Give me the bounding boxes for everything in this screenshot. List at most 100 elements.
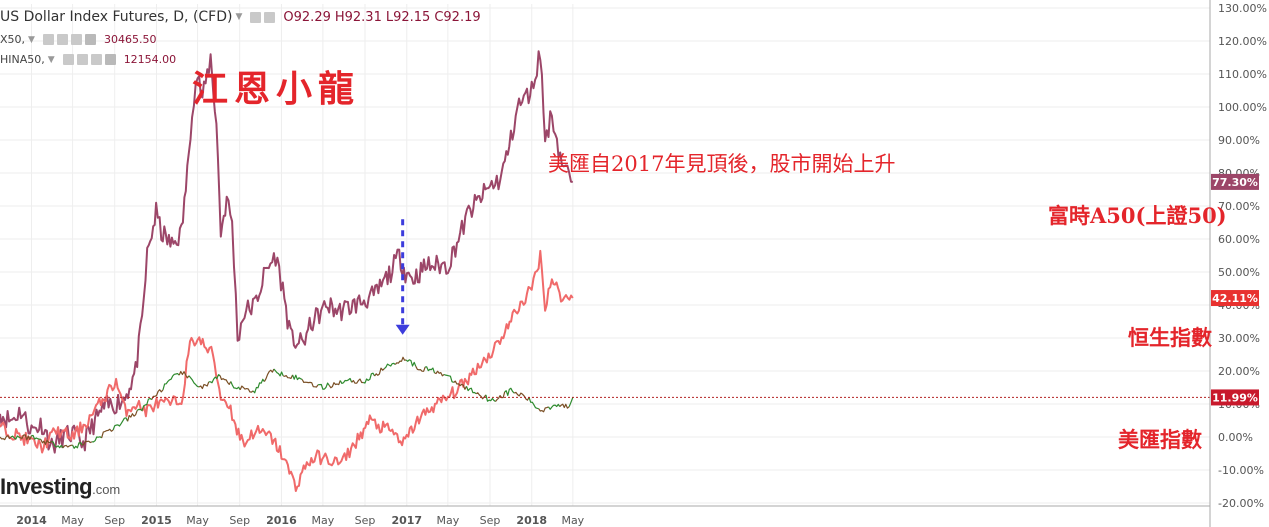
series-line-usd <box>10 435 21 440</box>
annotation-a50: 富時A50(上證50) <box>1048 203 1227 228</box>
ohlc-open: O92.29 <box>283 9 331 25</box>
legend-row-a50[interactable]: X50, ▼ 30465.50 <box>0 33 156 46</box>
logo-brand: Investing <box>0 474 93 499</box>
y-tick-label: 60.00% <box>1218 233 1260 246</box>
y-tick-label: 0.00% <box>1218 431 1253 444</box>
x-tick-label: 2018 <box>516 514 547 527</box>
x-tick-label: May <box>561 514 584 527</box>
last-value-badge-label: 42.11% <box>1212 292 1258 305</box>
series-line-usd <box>443 373 454 383</box>
series-line-usd <box>528 397 539 410</box>
series-line-usd <box>101 428 114 439</box>
chevron-down-icon[interactable]: ▼ <box>47 54 55 65</box>
last-value-badge <box>1211 389 1259 406</box>
eye-icon[interactable] <box>250 11 262 23</box>
series-line-usd <box>283 374 294 379</box>
y-tick-label: 110.00% <box>1218 68 1267 81</box>
series-line-usd <box>72 442 83 449</box>
ohlc-high: H92.31 <box>334 9 382 25</box>
series-line-usd <box>81 440 93 446</box>
annotation-top: 美匯自2017年見頂後，股市開始上升 <box>548 152 896 176</box>
series-line-usd <box>208 374 221 384</box>
series-line-usd <box>405 359 417 367</box>
last-value-badge <box>1211 290 1259 307</box>
gear-icon[interactable] <box>56 34 68 45</box>
y-tick-label: 90.00% <box>1218 134 1260 147</box>
eye-icon[interactable] <box>42 34 54 45</box>
time-axis: 2014 May Sep 2015 May Sep 2016 May Sep 2017 May Sep… <box>0 505 1210 527</box>
lock-icon[interactable] <box>70 34 82 45</box>
x-tick-label: May <box>312 514 335 527</box>
chevron-down-icon[interactable]: ▼ <box>28 34 35 45</box>
investing-logo: Investing.com <box>0 474 120 500</box>
series-line-usd <box>328 380 341 389</box>
series-line-usd <box>351 378 364 384</box>
legend-row-hsi[interactable]: HINA50, ▼ 12154.00 <box>0 53 176 66</box>
x-tick-label: Sep <box>229 514 250 527</box>
series-line-usd <box>273 368 284 377</box>
legend-a50-label: X50, <box>0 33 26 46</box>
ohlc-low: L92.15 <box>385 9 431 25</box>
grid <box>0 4 1210 506</box>
series-line-usd <box>198 381 210 390</box>
last-value-badge-label: 77.30% <box>1212 176 1258 189</box>
series-line-usd <box>559 403 570 409</box>
y-tick-label: 50.00% <box>1218 266 1260 279</box>
series-line-usd <box>394 356 407 365</box>
close-icon[interactable] <box>104 54 116 65</box>
lock-icon[interactable] <box>90 54 102 65</box>
series-line-usd <box>188 375 200 388</box>
series-line-usd <box>548 403 561 410</box>
x-tick-label: 2014 <box>16 514 47 527</box>
series-line-usd <box>425 366 436 374</box>
series-line-usd <box>31 434 41 440</box>
chevron-down-icon[interactable]: ▼ <box>235 12 243 22</box>
series-line-usd <box>91 436 102 443</box>
arrow-layer <box>395 219 410 335</box>
y-tick-label: 70.00% <box>1218 200 1260 213</box>
x-tick-label: Sep <box>104 514 125 527</box>
series-line-usd <box>219 375 232 385</box>
series-line-usd <box>538 406 549 413</box>
series-line-usd <box>62 444 73 449</box>
ohlc-close: C92.19 <box>434 9 481 25</box>
series-line-usd <box>0 435 12 441</box>
series-line-usd <box>453 380 468 390</box>
logo-suffix: .com <box>92 482 121 497</box>
x-tick-label: Sep <box>355 514 376 527</box>
series-line-a50 <box>0 50 573 454</box>
eye-icon[interactable] <box>62 54 74 65</box>
x-tick-label: Sep <box>480 514 501 527</box>
series-line-usd <box>301 379 319 388</box>
series-line-usd <box>40 439 53 445</box>
series-line-usd <box>383 362 396 370</box>
y-tick-label: -20.00% <box>1218 497 1264 510</box>
series-line-usd <box>178 370 190 379</box>
y-tick-label: 30.00% <box>1218 332 1260 345</box>
gear-icon[interactable] <box>76 54 88 65</box>
series-line-usd <box>230 381 241 391</box>
gear-icon[interactable] <box>264 11 276 23</box>
series-line-usd <box>263 368 275 382</box>
close-icon[interactable] <box>84 34 96 45</box>
series-line-hsi <box>0 249 574 492</box>
last-value-badge-label: 11.99% <box>1212 391 1258 404</box>
series-line-usd <box>513 391 530 401</box>
series-layer <box>0 50 574 492</box>
series-line-usd <box>51 440 64 449</box>
series-line-usd <box>292 374 303 381</box>
series-line-usd <box>318 382 330 390</box>
series-line-usd <box>495 391 506 402</box>
legend-main-row[interactable]: US Dollar Index Futures, D, (CFD) ▼ O92.… <box>0 9 481 25</box>
watermark-text: 江恩小龍 <box>192 68 361 110</box>
price-axis: -20.00%-10.00%0.00%10.00%20.00%30.00%40.… <box>1209 0 1267 527</box>
annotation-hsi: 恒生指數 <box>1128 325 1212 350</box>
y-tick-label: -10.00% <box>1218 464 1264 477</box>
legend-hsi-label: HINA50, <box>0 53 45 66</box>
last-value-badge <box>1211 173 1259 190</box>
x-tick-label: May <box>436 514 459 527</box>
series-line-usd <box>20 434 33 441</box>
series-line-usd <box>127 410 138 422</box>
series-line-usd <box>112 417 129 431</box>
